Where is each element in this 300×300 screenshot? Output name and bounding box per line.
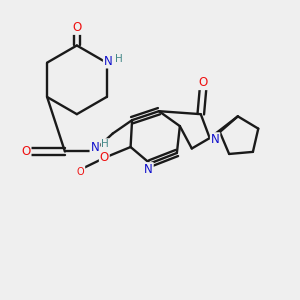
Text: O: O	[100, 151, 109, 164]
Text: H: H	[115, 54, 122, 64]
Text: H: H	[101, 139, 109, 149]
Text: N: N	[90, 141, 99, 154]
Text: O: O	[72, 21, 82, 34]
Text: O: O	[77, 167, 85, 176]
Text: N: N	[211, 133, 220, 146]
Text: O: O	[22, 145, 31, 158]
Text: N: N	[104, 55, 112, 68]
Text: N: N	[144, 163, 153, 176]
Text: O: O	[199, 76, 208, 89]
